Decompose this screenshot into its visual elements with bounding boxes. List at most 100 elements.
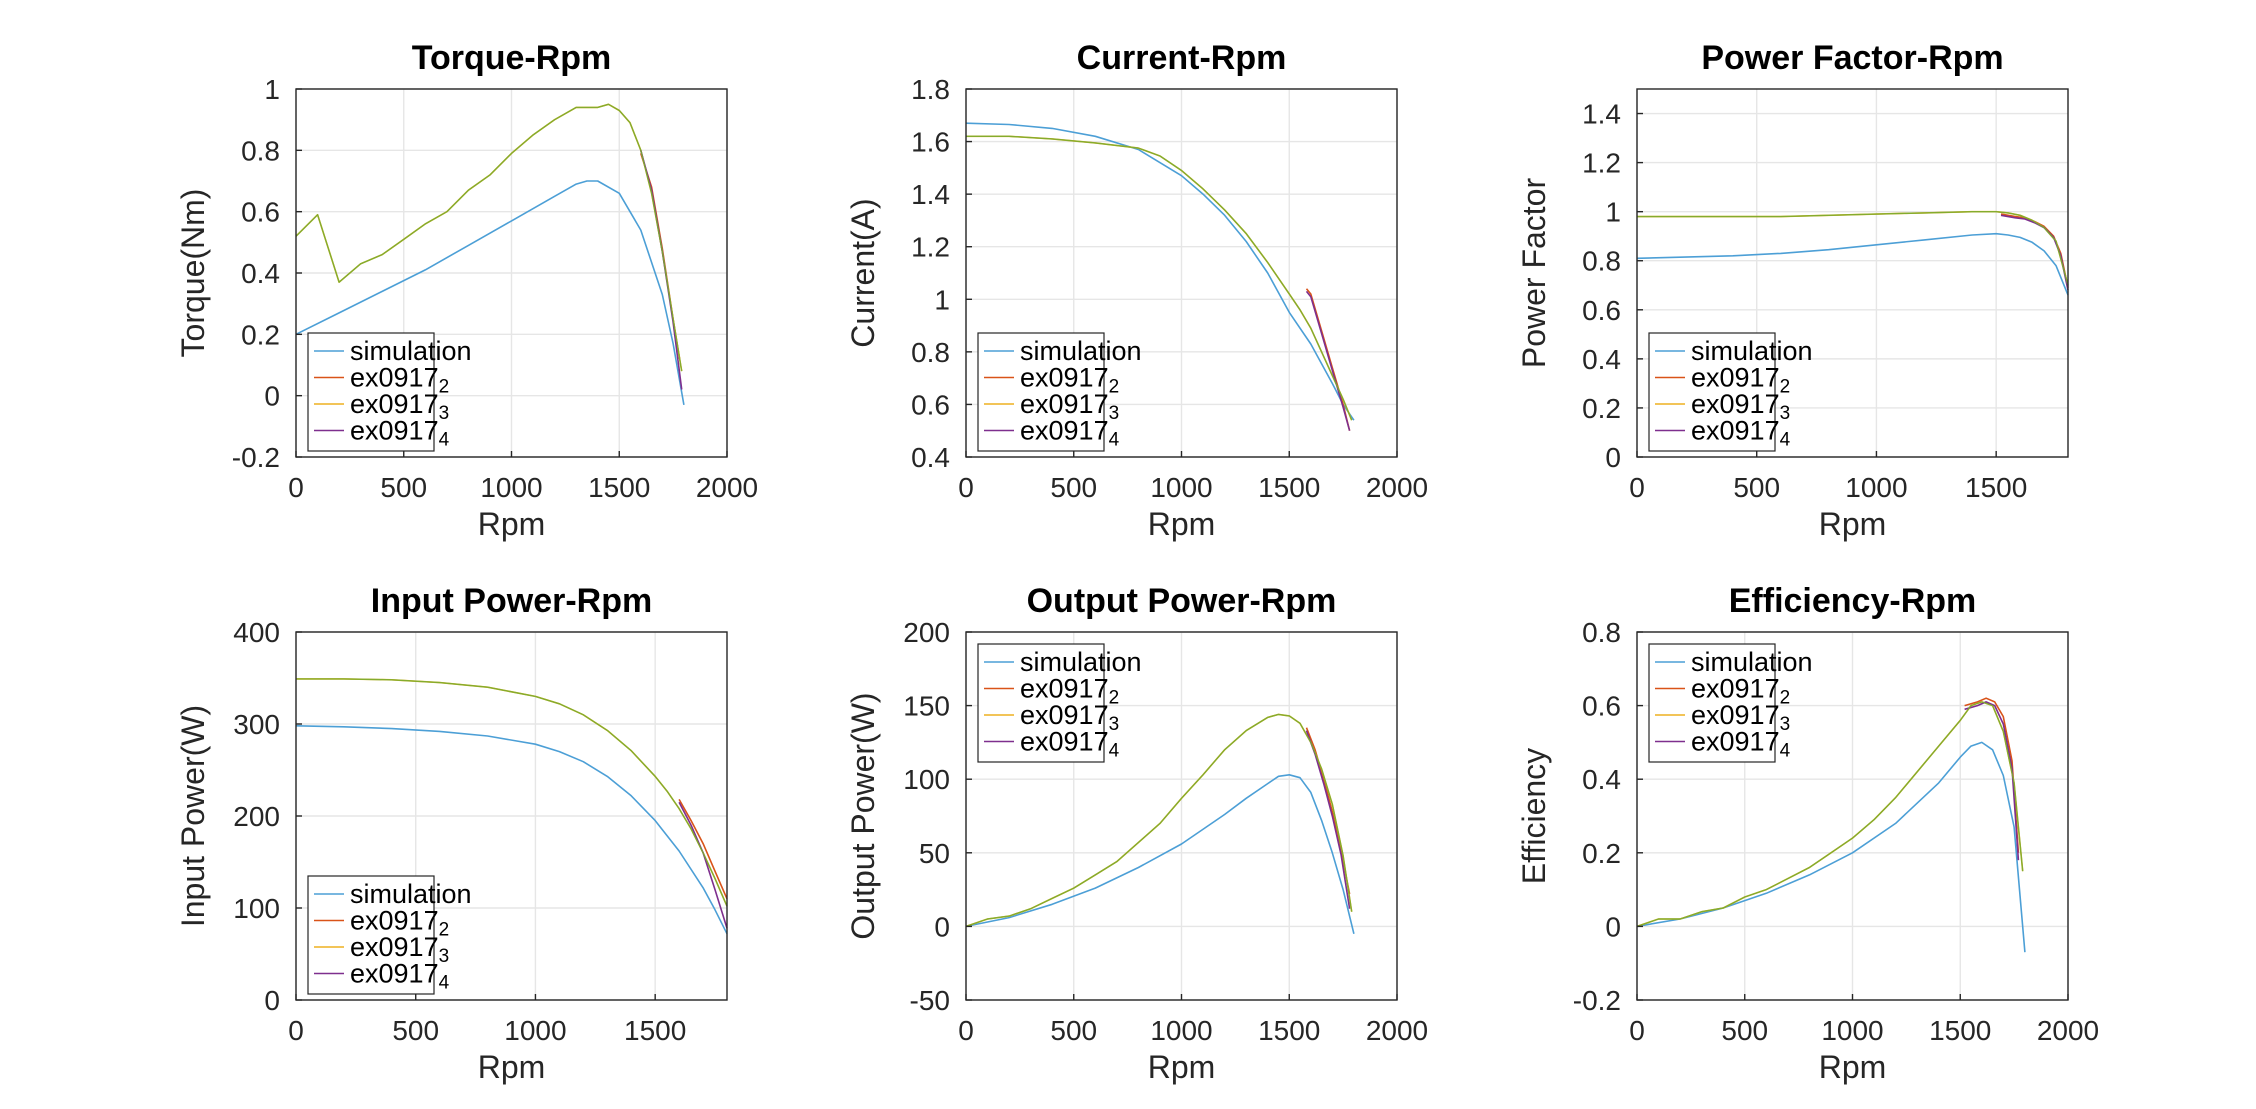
x-axis-label: Rpm [1819, 506, 1887, 542]
series-line-simulation [1636, 741, 2026, 953]
series-line-simulation [295, 725, 728, 935]
series-overlay-line [1637, 210, 2069, 286]
x-tick-label: 1000 [480, 472, 542, 503]
y-tick-label: 1 [934, 284, 950, 315]
chart-panel: 0 500 1000 1500 2000 0.4 0.6 0.8 1 1.2 1.4 1.6 1.8 Cu… [845, 39, 1428, 542]
chart-title: Efficiency-Rpm [1729, 582, 1977, 620]
y-axis-label: Power Factor [1516, 178, 1552, 369]
series-line-ex0917-4 [1964, 701, 2020, 861]
axes-box [1636, 88, 2069, 458]
legend-entry: ex09174 [350, 959, 450, 994]
y-tick-label: 100 [233, 893, 280, 924]
y-tick-label: 0.2 [241, 319, 280, 350]
x-tick-label: 1000 [504, 1015, 566, 1046]
legend-entry: ex09173 [350, 932, 449, 967]
y-tick-label: 1.2 [1582, 148, 1621, 179]
legend-entry: ex09173 [1691, 389, 1790, 424]
x-tick-label: 0 [1629, 1015, 1645, 1046]
legend-entry: ex09172 [350, 906, 449, 941]
x-tick-label: 0 [958, 1015, 974, 1046]
legend-entry: ex09174 [350, 416, 450, 451]
series-line-ex0917-4 [1305, 290, 1351, 431]
chart-title: Current-Rpm [1077, 39, 1287, 77]
chart-title: Power Factor-Rpm [1701, 39, 2003, 77]
y-tick-label: 0.8 [911, 337, 950, 368]
x-axis-label: Rpm [478, 1049, 546, 1085]
y-tick-label: 200 [903, 617, 950, 648]
y-tick-label: 1.8 [911, 74, 950, 105]
y-tick-label: 0.6 [911, 389, 950, 420]
x-tick-label: 500 [1050, 1015, 1097, 1046]
y-tick-label: 400 [233, 617, 280, 648]
series-line-simulation [295, 180, 685, 406]
x-tick-label: 1500 [1929, 1015, 1991, 1046]
legend-box [1648, 643, 1776, 763]
y-tick-label: 100 [903, 764, 950, 795]
y-tick-label: 0.8 [1582, 246, 1621, 277]
x-tick-label: 0 [288, 472, 304, 503]
legend-box [307, 332, 435, 452]
y-tick-label: 200 [233, 801, 280, 832]
y-axis-label: Efficiency [1516, 748, 1552, 884]
series-line-ex0917-2 [1305, 727, 1351, 895]
y-axis-label: Torque(Nm) [175, 189, 211, 358]
x-tick-label: 1000 [1150, 472, 1212, 503]
x-tick-label: 2000 [696, 472, 758, 503]
legend-entry: ex09172 [1020, 674, 1119, 709]
chart-panel: 0 500 1000 1500 2000 -0.2 0 0.2 0.4 0.6 0.8 Efficie… [1516, 582, 2099, 1085]
y-tick-label: 0.4 [1582, 764, 1621, 795]
y-tick-label: 0 [1605, 911, 1621, 942]
y-tick-label: 0.2 [1582, 838, 1621, 869]
series-overlay-line [966, 135, 1353, 421]
y-tick-label: -0.2 [232, 442, 280, 473]
chart-panel: 0 500 1000 1500 2000 -0.2 0 0.2 0.4 0.6 0.8 1 Torque… [175, 39, 758, 542]
legend-entry: ex09172 [1020, 363, 1119, 398]
y-axis-label: Input Power(W) [175, 705, 211, 927]
y-tick-label: 0 [1605, 442, 1621, 473]
x-tick-label: 1500 [1258, 1015, 1320, 1046]
x-tick-label: 1500 [1258, 472, 1320, 503]
y-axis-label: Output Power(W) [845, 692, 881, 939]
legend-entry: ex09173 [1020, 389, 1119, 424]
legend-entry: simulation [1020, 336, 1142, 366]
legend-entry: simulation [1691, 336, 1813, 366]
series-overlay-line [1636, 701, 2024, 928]
y-tick-label: 0.2 [1582, 393, 1621, 424]
legend-entry: ex09174 [1020, 727, 1120, 762]
chart-title: Output Power-Rpm [1027, 582, 1337, 620]
chart-title: Torque-Rpm [412, 39, 612, 77]
x-tick-label: 1500 [1965, 472, 2027, 503]
y-tick-label: 0 [264, 381, 280, 412]
y-tick-label: 300 [233, 709, 280, 740]
x-axis-label: Rpm [1148, 506, 1216, 542]
y-tick-label: 1 [264, 74, 280, 105]
x-tick-label: 500 [1733, 472, 1780, 503]
y-tick-label: 0 [934, 911, 950, 942]
series-line-simulation [1636, 232, 2069, 296]
legend-entry: ex09174 [1691, 727, 1791, 762]
x-tick-label: 1000 [1821, 1015, 1883, 1046]
x-tick-label: 2000 [1366, 1015, 1428, 1046]
series-overlay-line [965, 713, 1353, 928]
x-tick-label: 0 [1629, 472, 1645, 503]
y-tick-label: 0.4 [1582, 344, 1621, 375]
x-tick-label: 500 [1050, 472, 1097, 503]
chart-panel: 0 500 1000 1500 0 0.2 0.4 0.6 0.8 1 1.2 1.4 Power Fa… [1516, 39, 2069, 542]
y-tick-label: 0.4 [911, 442, 950, 473]
series-overlay-line [295, 103, 683, 372]
legend-entry: ex09172 [1691, 674, 1790, 709]
y-tick-label: 0.8 [241, 135, 280, 166]
legend-entry: simulation [1691, 647, 1813, 677]
legend-box [307, 875, 435, 995]
x-tick-label: 1500 [588, 472, 650, 503]
x-tick-label: 2000 [2037, 1015, 2099, 1046]
legend-entry: ex09174 [1691, 416, 1791, 451]
y-tick-label: 0.6 [1582, 295, 1621, 326]
y-tick-label: 1.2 [911, 232, 950, 263]
